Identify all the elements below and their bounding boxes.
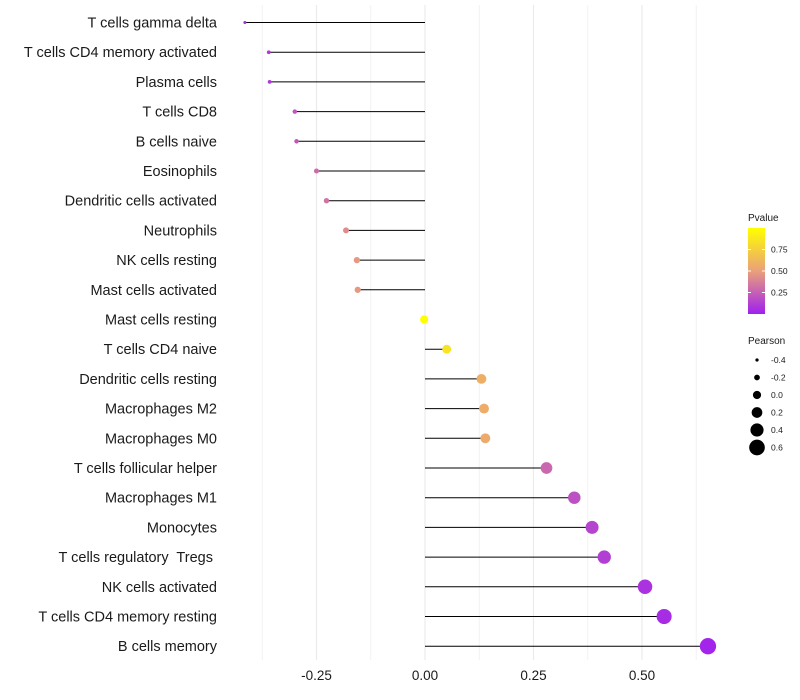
lollipop-dot	[343, 227, 349, 234]
size-legend-dot	[755, 358, 759, 362]
lollipop-dot	[420, 315, 429, 324]
category-label: Monocytes	[147, 520, 217, 536]
size-legend-label: 0.0	[771, 390, 783, 400]
category-label: T cells CD8	[142, 105, 217, 121]
category-label: NK cells resting	[116, 253, 217, 269]
size-legend-label: 0.4	[771, 425, 783, 435]
category-label: B cells naive	[136, 134, 217, 150]
x-tick-label: -0.25	[301, 668, 332, 683]
colorbar-tick-label: 0.25	[771, 288, 788, 298]
x-tick-label: 0.50	[629, 668, 655, 683]
category-label: B cells memory	[118, 639, 218, 655]
lollipop-dot	[323, 198, 330, 204]
pvalue-colorbar	[748, 228, 765, 314]
x-tick-label: 0.00	[412, 668, 438, 683]
lollipop-dot	[476, 373, 487, 384]
category-label: Macrophages M2	[105, 402, 217, 418]
category-label: T cells CD4 naive	[104, 342, 217, 358]
lollipop-dot	[568, 491, 581, 504]
size-legend-dot	[750, 423, 764, 437]
lollipop-dot	[353, 256, 360, 264]
lollipop-dot	[699, 638, 717, 655]
category-label: Plasma cells	[136, 75, 217, 91]
lollipop-dot	[243, 20, 247, 25]
lollipop-dot	[354, 286, 361, 293]
lollipop-dot	[656, 608, 672, 625]
size-legend-label: -0.4	[771, 355, 786, 365]
lollipop-dot	[540, 462, 553, 474]
category-label: T cells gamma delta	[88, 16, 218, 32]
size-legend-dot	[749, 439, 765, 456]
category-label: T cells regulatory Tregs	[59, 550, 218, 566]
lollipop-dot	[479, 403, 489, 414]
pvalue-legend: Pvalue 0.25 0.50 0.75	[748, 213, 788, 314]
size-legend-dot	[751, 407, 763, 418]
lollipop-dot	[637, 579, 653, 595]
category-label: Dendritic cells activated	[65, 194, 217, 210]
pearson-legend-title: Pearson	[748, 336, 785, 347]
lollipop-dot	[294, 139, 299, 144]
lollipop-dot	[313, 168, 320, 174]
lollipop-stems	[244, 22, 708, 647]
lollipop-dot	[480, 433, 491, 444]
gridlines	[261, 5, 697, 660]
x-tick-label: 0.25	[520, 668, 546, 683]
pearson-legend: Pearson -0.4 -0.2 0.0 0.2 0.4 0.6	[748, 336, 786, 456]
category-label: T cells CD4 memory activated	[24, 45, 217, 61]
category-label: Neutrophils	[144, 223, 217, 239]
category-labels: T cells gamma delta T cells CD4 memory ac…	[24, 16, 218, 656]
size-legend-label: 0.2	[771, 408, 783, 418]
x-axis-ticks: -0.25 0.00 0.25 0.50	[301, 668, 655, 683]
category-label: T cells follicular helper	[74, 461, 217, 477]
lollipop-dots	[243, 20, 717, 655]
category-label: Macrophages M0	[105, 431, 217, 447]
size-legend-dot	[752, 390, 762, 400]
lollipop-dot	[292, 109, 298, 114]
colorbar-tick-label: 0.75	[771, 245, 788, 255]
lollipop-dot	[597, 550, 611, 564]
category-label: Mast cells activated	[90, 283, 217, 299]
pvalue-legend-title: Pvalue	[748, 213, 779, 224]
colorbar-tick-label: 0.50	[771, 266, 788, 276]
size-legend-label: 0.6	[771, 443, 783, 453]
category-label: Dendritic cells resting	[79, 372, 217, 388]
category-label: T cells CD4 memory resting	[38, 610, 217, 626]
category-label: NK cells activated	[102, 580, 217, 596]
lollipop-dot	[585, 520, 599, 534]
category-label: Macrophages M1	[105, 491, 217, 507]
lollipop-dot	[266, 50, 271, 55]
size-legend-dot	[754, 374, 760, 381]
lollipop-dot	[442, 344, 452, 354]
size-legend-label: -0.2	[771, 373, 786, 383]
lollipop-dot	[267, 80, 272, 84]
category-label: Mast cells resting	[105, 313, 217, 329]
category-label: Eosinophils	[143, 164, 217, 180]
